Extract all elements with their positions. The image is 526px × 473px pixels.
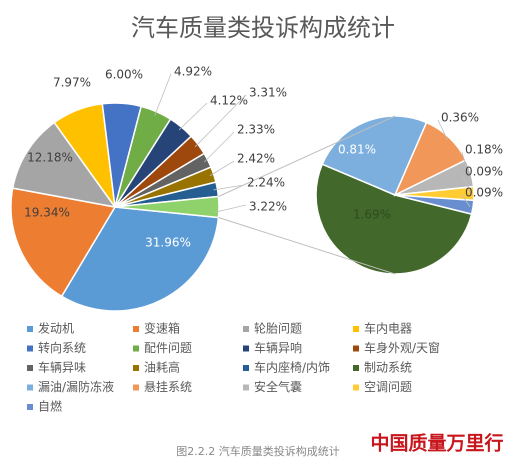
legend-label: 空调问题 bbox=[364, 380, 412, 394]
legend-swatch bbox=[243, 365, 249, 371]
pie-slice bbox=[315, 163, 473, 275]
legend-swatch bbox=[353, 384, 359, 391]
legend-swatch bbox=[27, 365, 33, 371]
pie-slice bbox=[11, 121, 117, 209]
connector-line bbox=[218, 115, 396, 197]
pie-slice bbox=[394, 194, 475, 216]
data-label: 7.97% bbox=[53, 76, 91, 90]
leader-line bbox=[213, 184, 245, 191]
data-label: 0.09% bbox=[465, 165, 503, 179]
pie-slice bbox=[10, 187, 117, 298]
legend-label: 轮胎问题 bbox=[254, 322, 302, 336]
legend-swatch bbox=[133, 384, 139, 391]
leader-line bbox=[209, 160, 235, 177]
legend-label: 制动系统 bbox=[364, 361, 412, 375]
data-label: 12.18% bbox=[27, 151, 73, 165]
legend-label: 车辆异响 bbox=[254, 340, 302, 355]
legend-swatch bbox=[27, 326, 33, 332]
data-label: 3.31% bbox=[249, 86, 287, 100]
connector-line bbox=[218, 217, 396, 275]
leader-line bbox=[204, 131, 235, 163]
chart-title: 汽车质量类投诉构成统计 bbox=[131, 14, 395, 42]
legend-label: 车身外观/天窗 bbox=[364, 340, 440, 355]
figure-caption: 图2.2.2 汽车质量类投诉构成统计 bbox=[176, 444, 340, 458]
legend-swatch bbox=[133, 345, 139, 352]
legend-label: 发动机 bbox=[38, 321, 74, 336]
data-label: 0.18% bbox=[465, 143, 503, 157]
legend-swatch bbox=[133, 365, 139, 371]
pie-slice bbox=[60, 206, 220, 312]
leader-line bbox=[461, 194, 471, 208]
legend-label: 变速箱 bbox=[144, 321, 180, 336]
data-label: 6.00% bbox=[105, 68, 143, 82]
legend-swatch bbox=[133, 326, 139, 332]
data-label: 19.34% bbox=[24, 206, 70, 220]
data-label: 0.09% bbox=[465, 186, 503, 200]
leader-line bbox=[154, 73, 172, 116]
data-label: 31.96% bbox=[145, 236, 191, 250]
legend-swatch bbox=[27, 384, 33, 391]
legend-label: 悬挂系统 bbox=[144, 380, 192, 394]
data-label: 3.22% bbox=[249, 200, 287, 214]
data-label: 2.24% bbox=[247, 176, 285, 190]
data-label: 0.81% bbox=[338, 143, 376, 157]
legend-swatch bbox=[27, 404, 33, 410]
leader-line bbox=[437, 119, 448, 141]
legend-label: 车内电器 bbox=[364, 321, 412, 336]
data-label: 1.69% bbox=[353, 208, 391, 222]
data-label: 4.92% bbox=[174, 65, 212, 79]
legend-swatch bbox=[27, 345, 33, 352]
legend-label: 转向系统 bbox=[38, 340, 86, 355]
leader-line bbox=[194, 94, 247, 148]
leader-line bbox=[461, 173, 472, 194]
pie-slice-other bbox=[114, 195, 220, 219]
legend-swatch bbox=[243, 345, 249, 352]
pie-slice bbox=[321, 115, 428, 196]
legend-label: 车辆异味 bbox=[38, 360, 86, 375]
legend-label: 车内座椅/内饰 bbox=[254, 360, 330, 375]
leader-line bbox=[178, 102, 208, 131]
legend-label: 油耗高 bbox=[144, 360, 180, 375]
leader-line bbox=[461, 151, 469, 174]
legend-label: 漏油/漏防冻液 bbox=[38, 379, 114, 394]
legend-label: 自燃 bbox=[38, 399, 62, 414]
legend-label: 安全气囊 bbox=[254, 379, 302, 394]
legend-swatch bbox=[243, 384, 249, 391]
watermark: 中国质量万里行 bbox=[370, 432, 503, 455]
data-label: 2.33% bbox=[237, 123, 275, 137]
data-label: 2.42% bbox=[237, 152, 275, 166]
data-label: 4.12% bbox=[210, 94, 248, 108]
leader-line bbox=[214, 204, 247, 213]
legend-swatch bbox=[243, 326, 249, 332]
legend-swatch bbox=[353, 326, 359, 332]
legend-swatch bbox=[353, 365, 359, 371]
legend-label: 配件问题 bbox=[144, 341, 192, 355]
legend-swatch bbox=[353, 345, 359, 352]
data-label: 0.36% bbox=[441, 111, 479, 125]
